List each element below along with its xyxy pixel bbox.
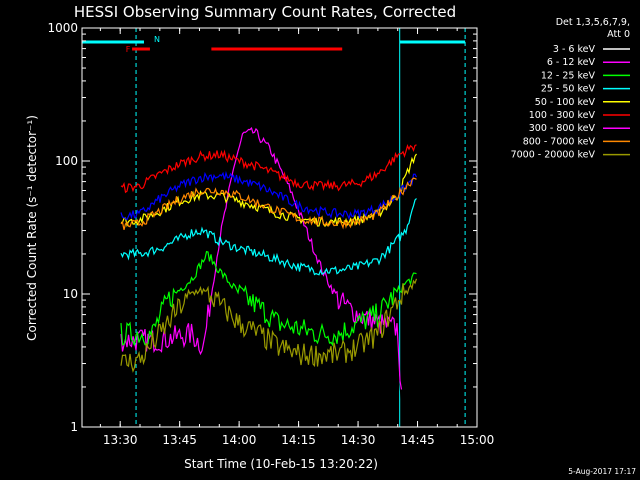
series-line	[120, 177, 417, 230]
flag-label: F	[126, 45, 131, 54]
legend-entry: 3 - 6 keV	[553, 44, 596, 55]
flag-label: N	[154, 35, 160, 44]
legend-header: Det 1,3,5,6,7,9,	[556, 17, 630, 28]
legend-entry: 25 - 50 keV	[541, 84, 596, 95]
series-line	[120, 153, 418, 228]
y-tick-label: 1	[70, 420, 78, 434]
x-tick-label: 14:15	[281, 433, 316, 447]
x-tick-label: 14:30	[341, 433, 376, 447]
series-line	[120, 198, 417, 276]
legend-entry: 100 - 300 keV	[529, 110, 596, 121]
legend-entry: 50 - 100 keV	[535, 97, 596, 108]
x-tick-label: 14:45	[400, 433, 435, 447]
legend-header: Att 0	[607, 29, 630, 40]
x-axis-label: Start Time (10-Feb-15 13:20:22)	[184, 457, 378, 471]
x-tick-label: 13:30	[103, 433, 138, 447]
legend-entry: 12 - 25 keV	[541, 70, 596, 81]
x-tick-label: 15:00	[460, 433, 495, 447]
legend-entry: 7000 - 20000 keV	[511, 150, 596, 161]
legend-entry: 6 - 12 keV	[547, 57, 596, 68]
y-axis-label: Corrected Count Rate (s⁻¹ detector⁻¹)	[25, 115, 39, 341]
legend: Det 1,3,5,6,7,9,Att 0 3 - 6 keV 6 - 12 keV…	[511, 17, 630, 161]
series-line	[120, 278, 418, 373]
axes: 13:30 13:45 14:00 14:15 14:30 14:45 15:00 1 10 10…	[47, 21, 494, 447]
y-tick-label: 10	[63, 287, 78, 301]
plot-area: NF	[82, 28, 466, 427]
legend-entry: 300 - 800 keV	[529, 123, 596, 134]
x-tick-label: 13:45	[162, 433, 197, 447]
series-line	[120, 250, 417, 347]
plot-frame	[81, 27, 478, 428]
series-line	[120, 170, 418, 221]
series-line	[120, 144, 417, 194]
legend-entry: 800 - 7000 keV	[523, 136, 596, 147]
x-tick-label: 14:00	[222, 433, 257, 447]
chart-title: HESSI Observing Summary Count Rates, Cor…	[74, 3, 456, 21]
y-tick-label: 100	[55, 154, 78, 168]
y-tick-label: 1000	[47, 21, 78, 35]
date-stamp: 5-Aug-2017 17:17	[568, 467, 636, 476]
